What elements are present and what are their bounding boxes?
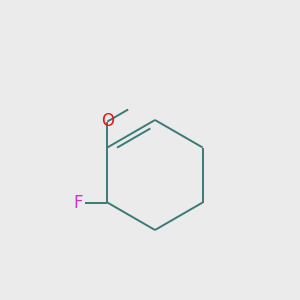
Text: F: F [74, 194, 83, 211]
Text: O: O [101, 112, 114, 130]
